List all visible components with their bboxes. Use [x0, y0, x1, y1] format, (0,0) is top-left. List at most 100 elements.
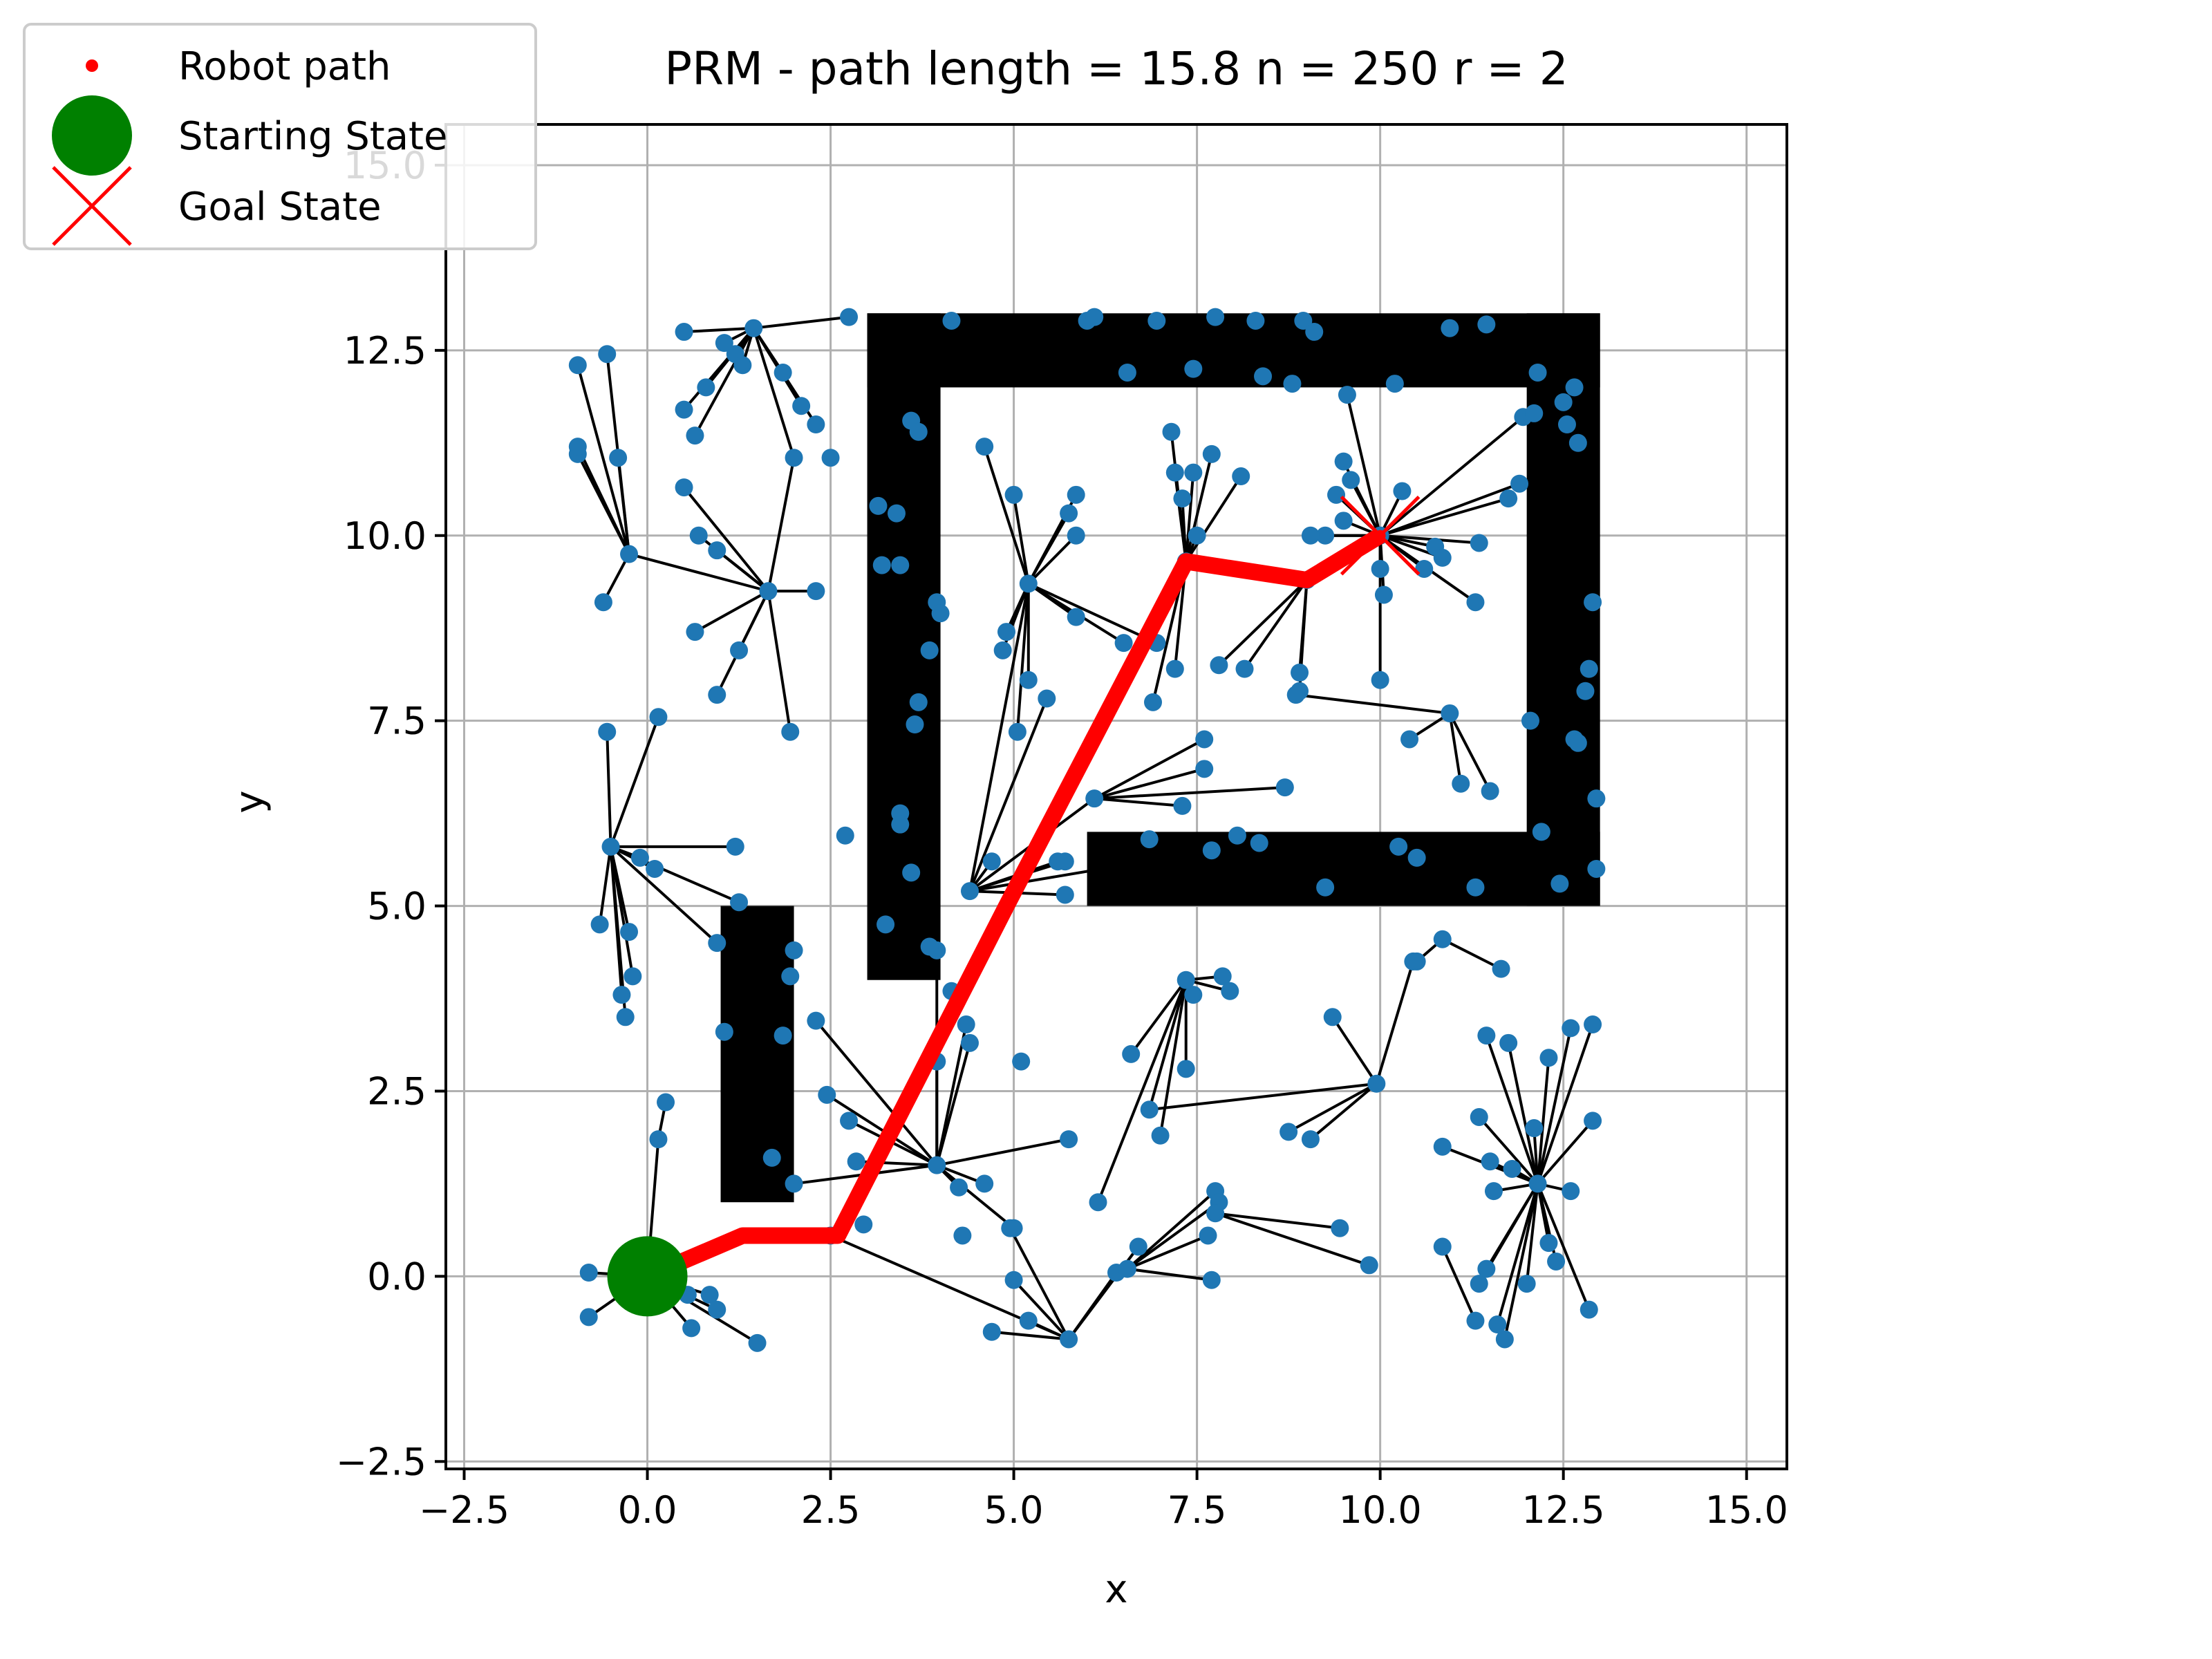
chart-title: PRM - path length = 15.8 n = 250 r = 2	[664, 42, 1568, 95]
sample-point	[781, 967, 800, 986]
roadmap-edge	[1496, 1183, 1539, 1325]
roadmap-edge	[1027, 534, 1078, 585]
sample-point	[1562, 1019, 1580, 1038]
roadmap-edge	[1536, 1024, 1594, 1185]
sample-point	[931, 604, 950, 623]
roadmap-edge	[577, 446, 630, 555]
sample-point	[1323, 1008, 1342, 1027]
sample-point	[1528, 1174, 1547, 1193]
sample-point	[891, 556, 910, 574]
sample-point	[1433, 1237, 1452, 1256]
sample-point	[590, 915, 609, 934]
sample-point	[646, 859, 664, 878]
sample-point	[1140, 1100, 1159, 1119]
sample-point	[744, 319, 763, 337]
sample-point	[821, 449, 840, 467]
roadmap-edge	[968, 697, 1049, 892]
sample-point	[1089, 1193, 1107, 1212]
sample-point	[807, 415, 825, 434]
roadmap-edge	[1126, 1201, 1220, 1271]
roadmap-edge	[694, 590, 769, 633]
sample-point	[1452, 774, 1470, 793]
sample-point	[906, 715, 924, 734]
robot-path-point	[1301, 574, 1313, 586]
roadmap-edge	[1345, 394, 1382, 536]
sample-point	[1188, 526, 1206, 545]
sample-point	[598, 345, 617, 364]
roadmap-edge	[715, 549, 769, 592]
roadmap-edge	[1537, 1120, 1594, 1185]
roadmap-edge	[1184, 472, 1195, 562]
sample-point	[624, 967, 642, 986]
sample-point	[785, 449, 803, 467]
sample-point	[1584, 593, 1602, 612]
sample-point	[1213, 967, 1232, 986]
sample-point	[774, 1027, 792, 1045]
sample-point	[993, 641, 1012, 659]
legend: Robot path Starting State Goal State	[23, 23, 537, 250]
sample-point	[950, 1178, 968, 1197]
sample-point	[1195, 760, 1214, 778]
sample-point	[1342, 471, 1360, 489]
roadmap-edge	[1127, 1267, 1212, 1282]
sample-point	[1301, 526, 1320, 545]
sample-point	[1305, 323, 1324, 341]
sample-point	[975, 438, 994, 456]
sample-point	[1360, 1256, 1378, 1275]
x-tick-label: 5.0	[984, 1488, 1044, 1532]
sample-point	[869, 496, 888, 515]
roadmap-edge	[682, 486, 770, 592]
sample-point	[1140, 830, 1159, 849]
sample-point	[708, 541, 727, 560]
sample-point	[1367, 1074, 1386, 1093]
roadmap-edge	[1218, 579, 1309, 666]
roadmap-edge	[753, 315, 850, 330]
sample-point	[689, 526, 708, 545]
robot-path-point	[1000, 900, 1012, 912]
roadmap-edge	[1185, 475, 1242, 563]
roadmap-edge	[598, 846, 612, 925]
x-tick-label: 15.0	[1705, 1488, 1788, 1532]
roadmap-edge	[1012, 494, 1030, 584]
sample-point	[1228, 826, 1246, 845]
robot-path-point	[1180, 556, 1192, 568]
roadmap-edge	[1485, 1035, 1539, 1185]
sample-point	[1316, 526, 1335, 545]
sample-point	[1118, 363, 1136, 382]
sample-point	[1528, 363, 1547, 382]
sample-point	[891, 815, 910, 834]
x-tick-label: 12.5	[1522, 1488, 1605, 1532]
sample-point	[997, 623, 1015, 641]
roadmap-edge	[693, 327, 756, 437]
sample-point	[982, 852, 1001, 871]
sample-point	[1389, 837, 1408, 856]
roadmap-edge	[1147, 980, 1188, 1110]
roadmap-edge	[1441, 938, 1502, 971]
sample-point	[675, 400, 693, 419]
sample-point	[928, 1156, 946, 1174]
roadmap-edge	[1094, 786, 1285, 800]
sample-point	[1334, 452, 1353, 471]
sample-point	[1510, 474, 1529, 493]
roadmap-edge	[1533, 1127, 1539, 1184]
sample-point	[1177, 971, 1195, 989]
sample-point	[1334, 512, 1353, 530]
sample-point	[1554, 393, 1573, 411]
sample-point	[1184, 463, 1203, 482]
legend-starting-state-marker	[52, 95, 132, 176]
sample-point	[1316, 878, 1335, 897]
sample-point	[1441, 704, 1459, 722]
sample-point	[807, 582, 825, 601]
sample-point	[1067, 485, 1085, 504]
sample-point	[1517, 1275, 1536, 1293]
sample-point	[1038, 689, 1056, 708]
sample-point	[792, 397, 811, 415]
roadmap-edge	[602, 553, 630, 603]
sample-point	[715, 1022, 733, 1041]
legend-goal-marker-stroke	[52, 166, 132, 246]
sample-point	[1331, 1219, 1349, 1237]
sample-point	[1338, 386, 1356, 404]
sample-point	[1291, 664, 1309, 682]
roadmap-edge	[1375, 961, 1415, 1085]
roadmap-edge	[826, 1094, 938, 1167]
